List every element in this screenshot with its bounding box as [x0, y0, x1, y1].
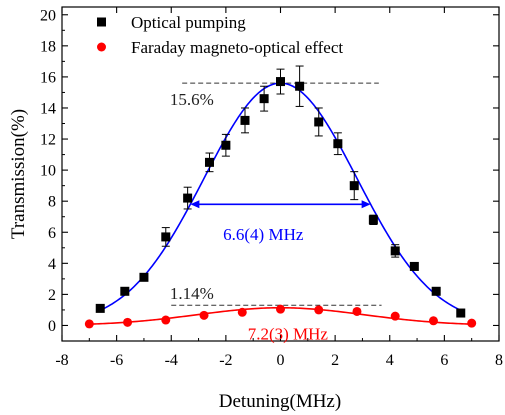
faraday-point	[237, 307, 247, 317]
optical-pumping-point	[259, 94, 269, 104]
optical-pumping-point	[349, 181, 359, 191]
error-bars	[96, 65, 465, 316]
optical-pumping-point	[333, 139, 343, 149]
optical-pumping-point	[368, 215, 378, 225]
optical-pumping-point	[161, 232, 171, 242]
optical-pumping-point	[183, 193, 193, 203]
faraday-point	[390, 311, 400, 321]
optical-pumping-point	[314, 117, 324, 127]
y-tick-label: 4	[48, 256, 56, 273]
y-tick-label: 18	[40, 38, 56, 55]
y-tick-label: 2	[48, 287, 56, 304]
x-tick-label: 2	[331, 352, 339, 369]
x-tick-label: -8	[55, 352, 68, 369]
annotation-text: 1.14%	[170, 284, 214, 303]
annotation-text: 6.6(4) MHz	[223, 225, 304, 244]
x-tick-label: -4	[165, 352, 178, 369]
optical-pumping-point	[221, 140, 231, 150]
y-axis-ticks: 0 2 4 6 8 10 12 14 16 18 20	[40, 7, 499, 335]
faraday-point	[314, 305, 324, 315]
annotation-text: 15.6%	[170, 90, 214, 109]
width-arrow	[190, 200, 371, 209]
optical-pumping-point	[409, 261, 419, 271]
x-tick-label: -6	[110, 352, 123, 369]
faraday-point	[161, 315, 171, 325]
x-axis-label: Detuning(MHz)	[219, 391, 341, 412]
x-tick-label: 0	[277, 352, 285, 369]
data-markers	[84, 77, 477, 329]
legend-marker-square	[97, 17, 106, 27]
y-tick-label: 14	[40, 100, 56, 117]
y-tick-label: 12	[40, 132, 56, 149]
faraday-point	[276, 304, 285, 314]
optical-pumping-point	[139, 272, 149, 282]
optical-pumping-point	[431, 286, 441, 296]
optical-pumping-point	[456, 308, 466, 318]
x-tick-label: 4	[386, 352, 394, 369]
y-axis-label: Transmission(%)	[8, 109, 29, 239]
faraday-point	[467, 318, 477, 328]
x-tick-label: -2	[219, 352, 232, 369]
y-tick-label: 10	[40, 163, 56, 180]
faraday-point	[123, 317, 133, 327]
legend-marker-circle	[97, 42, 106, 52]
width-arrow-head-left	[190, 200, 200, 209]
y-tick-label: 6	[48, 225, 56, 242]
faraday-point	[84, 319, 94, 329]
faraday-point	[199, 310, 209, 320]
legend: Optical pumping Faraday magneto-optical e…	[97, 13, 343, 57]
faraday-point	[428, 316, 438, 326]
faraday-point	[352, 306, 362, 316]
x-axis-ticks: -8 -6 -4 -2 0 2 4 6 8	[55, 7, 503, 369]
x-tick-label: 6	[440, 352, 448, 369]
width-arrow-head-right	[361, 200, 371, 209]
optical-pumping-point	[95, 303, 105, 313]
legend-label: Faraday magneto-optical effect	[131, 38, 343, 57]
x-tick-label: 8	[495, 352, 503, 369]
y-tick-label: 0	[48, 318, 56, 335]
optical-pumping-point	[276, 77, 285, 87]
optical-pumping-fit-curve	[97, 82, 464, 313]
optical-pumping-point	[240, 115, 250, 125]
annotation-text: 7.2(3) MHz	[248, 324, 329, 343]
reference-lines	[171, 82, 382, 306]
optical-pumping-point	[204, 157, 214, 167]
optical-pumping-point	[295, 81, 305, 91]
optical-pumping-point	[120, 286, 130, 296]
y-tick-label: 16	[40, 69, 56, 86]
y-tick-label: 8	[48, 194, 56, 211]
y-tick-label: 20	[40, 7, 56, 24]
legend-label: Optical pumping	[131, 13, 246, 32]
annotations: 15.6% 1.14% 6.6(4) MHz 7.2(3) MHz	[170, 90, 329, 344]
optical-pumping-point	[390, 246, 400, 256]
